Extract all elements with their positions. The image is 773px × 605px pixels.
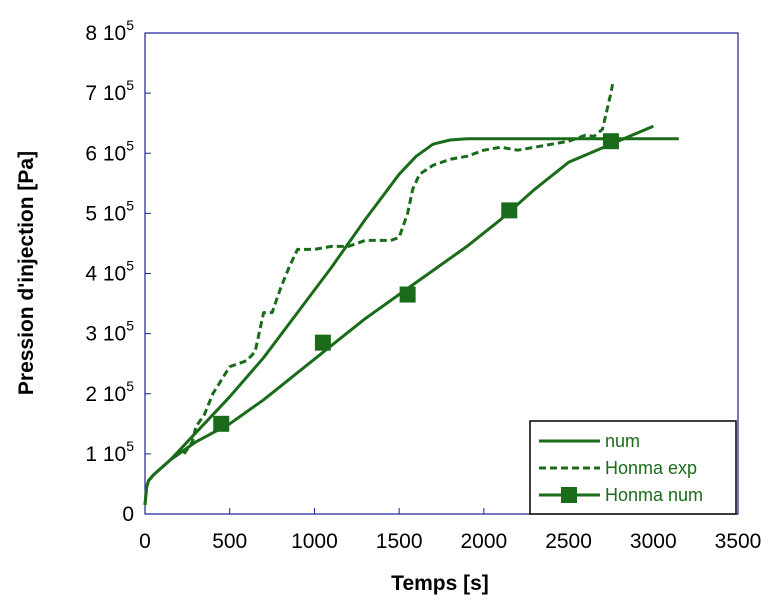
y-tick-exponent: 5 xyxy=(126,438,134,454)
y-tick-mantissa: 0 xyxy=(122,503,134,526)
x-ticks: 0 500 1000 1500 2000 2500 3000 3500 xyxy=(139,508,761,553)
y-tick-mantissa: 1 10 xyxy=(85,443,126,466)
series-layer xyxy=(143,83,679,506)
legend-marker xyxy=(561,487,577,503)
series-marker xyxy=(602,133,619,150)
series-marker xyxy=(314,334,331,351)
y-tick-mantissa: 5 10 xyxy=(85,202,126,225)
y-tick-exponent: 5 xyxy=(126,197,134,213)
x-tick-label: 2000 xyxy=(460,530,507,553)
x-axis-title: Temps [s] xyxy=(391,572,489,595)
y-tick-mantissa: 2 10 xyxy=(85,383,126,406)
y-tick-exponent: 5 xyxy=(126,17,134,33)
legend-label-2: Honma num xyxy=(605,485,703,505)
y-tick-mantissa: 3 10 xyxy=(85,323,126,346)
legend-label-1: Honma exp xyxy=(605,458,697,478)
y-tick-mantissa: 6 10 xyxy=(85,142,126,165)
y-tick-label: 7 105 xyxy=(85,77,134,105)
y-tick-exponent: 5 xyxy=(126,77,134,93)
y-tick-label: 1 105 xyxy=(85,438,134,466)
x-tick-label: 500 xyxy=(212,530,247,553)
series-marker xyxy=(501,202,518,219)
y-tick-mantissa: 8 10 xyxy=(85,22,126,45)
y-tick-mantissa: 7 10 xyxy=(85,82,126,105)
x-tick-label: 3000 xyxy=(630,530,677,553)
series-marker xyxy=(399,286,416,303)
y-tick-label: 8 105 xyxy=(85,17,134,45)
y-axis-title: Pression d'injection [Pa] xyxy=(15,151,38,395)
x-tick-label: 3500 xyxy=(715,530,762,553)
series-marker xyxy=(213,415,230,432)
x-tick-label: 1500 xyxy=(376,530,423,553)
y-tick-label: 6 105 xyxy=(85,137,134,165)
x-tick-label: 1000 xyxy=(291,530,338,553)
y-tick-label: 5 105 xyxy=(85,197,134,225)
y-tick-exponent: 5 xyxy=(126,378,134,394)
x-tick-label: 0 xyxy=(139,530,151,553)
y-tick-exponent: 5 xyxy=(126,258,134,274)
legend-label-0: num xyxy=(605,431,640,451)
y-tick-label: 0 xyxy=(122,503,134,526)
y-tick-label: 4 105 xyxy=(85,258,134,286)
y-tick-exponent: 5 xyxy=(126,318,134,334)
series-line-1 xyxy=(182,83,615,455)
y-tick-mantissa: 4 10 xyxy=(85,263,126,286)
y-tick-exponent: 5 xyxy=(126,137,134,153)
y-tick-label: 3 105 xyxy=(85,318,134,346)
legend: num Honma exp Honma num xyxy=(529,420,737,515)
y-tick-label: 2 105 xyxy=(85,378,134,406)
series-line-2 xyxy=(143,124,654,506)
x-tick-label: 2500 xyxy=(545,530,592,553)
